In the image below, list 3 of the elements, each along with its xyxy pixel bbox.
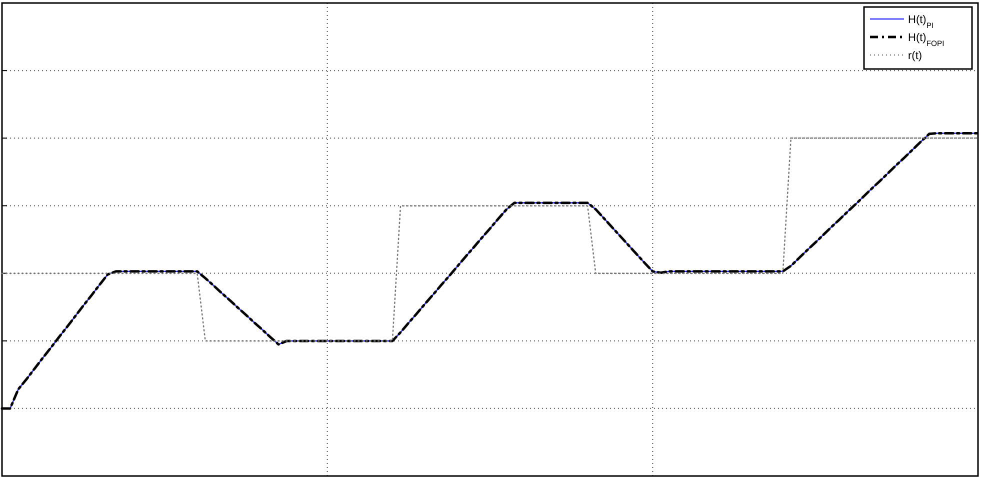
legend-label: H(t)$_{PI}$: [908, 14, 934, 30]
legend-label: r(t): [908, 50, 922, 62]
legend-label: H(t)$_{FOPI}$: [908, 32, 944, 48]
